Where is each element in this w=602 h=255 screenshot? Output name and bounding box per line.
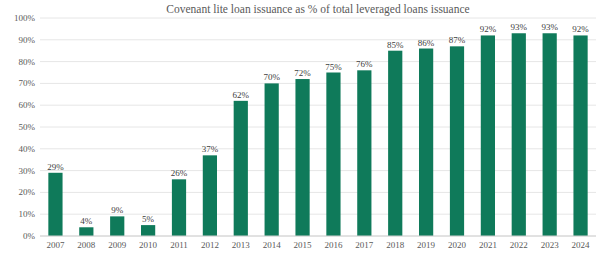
bar [203,155,217,236]
bar [573,35,587,236]
x-tick-label: 2012 [201,240,219,250]
y-tick-label: 10% [19,209,36,219]
grid-line [40,18,596,19]
x-tick-label: 2018 [386,240,405,250]
y-tick-label: 80% [19,57,36,67]
y-tick-label: 90% [19,35,36,45]
y-tick-label: 20% [19,187,36,197]
bar [388,51,402,236]
data-label: 29% [47,162,64,172]
y-tick-label: 60% [19,100,36,110]
x-tick-label: 2013 [232,240,251,250]
x-tick-label: 2009 [108,240,127,250]
bar [79,227,93,236]
data-label: 86% [418,38,435,48]
x-tick-label: 2008 [77,240,96,250]
x-axis [40,236,596,237]
data-label: 87% [449,35,466,45]
y-tick-label: 40% [19,144,36,154]
bar [450,46,464,236]
chart: Covenant lite loan issuance as % of tota… [0,0,602,255]
x-tick-label: 2022 [510,240,528,250]
grid-line [40,236,596,237]
x-tick-label: 2014 [263,240,282,250]
data-label: 9% [111,205,124,215]
bar [512,33,526,236]
bar [543,33,557,236]
x-tick-label: 2011 [170,240,188,250]
bar [481,35,495,236]
data-label: 37% [202,144,219,154]
data-label: 72% [294,68,311,78]
x-tick-label: 2024 [572,240,591,250]
data-label: 62% [233,90,250,100]
x-tick-label: 2023 [541,240,560,250]
data-label: 85% [387,40,404,50]
x-tick-label: 2021 [479,240,497,250]
data-label: 4% [80,216,93,226]
data-label: 92% [572,24,589,34]
bar [110,216,124,236]
bar [295,79,309,236]
x-tick-label: 2020 [448,240,467,250]
x-tick-label: 2010 [139,240,158,250]
x-tick-label: 2015 [294,240,313,250]
bar [265,83,279,236]
data-label: 75% [325,62,342,72]
data-label: 76% [356,59,373,69]
y-tick-label: 70% [19,78,36,88]
y-tick-label: 100% [14,13,36,23]
data-label: 5% [142,214,155,224]
bars [48,33,587,236]
data-label: 26% [171,168,188,178]
bar [141,225,155,236]
x-tick-label: 2016 [324,240,343,250]
bar [172,179,186,236]
title: Covenant lite loan issuance as % of tota… [166,3,469,16]
bar [419,49,433,236]
x-tick-label: 2007 [46,240,65,250]
data-label: 93% [541,22,558,32]
y-tick-label: 0% [23,231,36,241]
bar [357,70,371,236]
y-tick-label: 30% [19,166,36,176]
x-tick-label: 2017 [355,240,374,250]
data-label: 93% [511,22,528,32]
bar [234,101,248,236]
x-tick-label: 2019 [417,240,436,250]
bar [326,73,340,237]
data-label: 70% [263,72,280,82]
y-tick-label: 50% [19,122,36,132]
bar [48,173,62,236]
data-label: 92% [480,24,497,34]
